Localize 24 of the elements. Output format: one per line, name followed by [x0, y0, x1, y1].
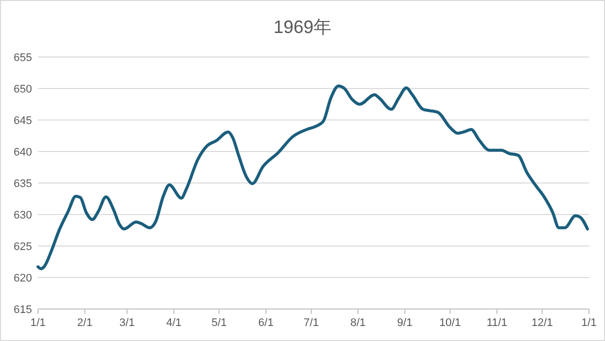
x-tick-label: 2/1: [77, 317, 92, 329]
x-tick-label: 8/1: [350, 317, 366, 329]
y-tick-label: 645: [14, 115, 32, 127]
y-tick-label: 615: [14, 304, 32, 316]
x-tick-label: 11/1: [486, 317, 508, 329]
x-tick-label: 4/1: [166, 317, 182, 329]
x-tick-label: 6/1: [258, 317, 274, 329]
x-tick-label: 7/1: [304, 317, 319, 329]
x-tick-label: 3/1: [119, 317, 135, 329]
x-tick-label: 1/1: [30, 317, 46, 329]
y-tick-label: 655: [14, 52, 32, 64]
x-tick-label: 9/1: [397, 317, 412, 329]
chart-title: 1969年: [273, 17, 332, 37]
x-tick-label: 5/1: [212, 317, 227, 329]
line-series: [36, 84, 589, 270]
x-tick-label: 12/1: [531, 317, 553, 329]
y-tick-label: 620: [14, 272, 32, 284]
y-tick-label: 640: [14, 146, 32, 158]
y-tick-label: 625: [14, 241, 32, 253]
y-tick-label: 650: [14, 84, 32, 96]
x-tick-label: 10/1: [439, 317, 461, 329]
x-tick-label: 1/1: [581, 317, 597, 329]
y-tick-label: 630: [14, 210, 32, 222]
y-tick-label: 635: [14, 178, 32, 190]
